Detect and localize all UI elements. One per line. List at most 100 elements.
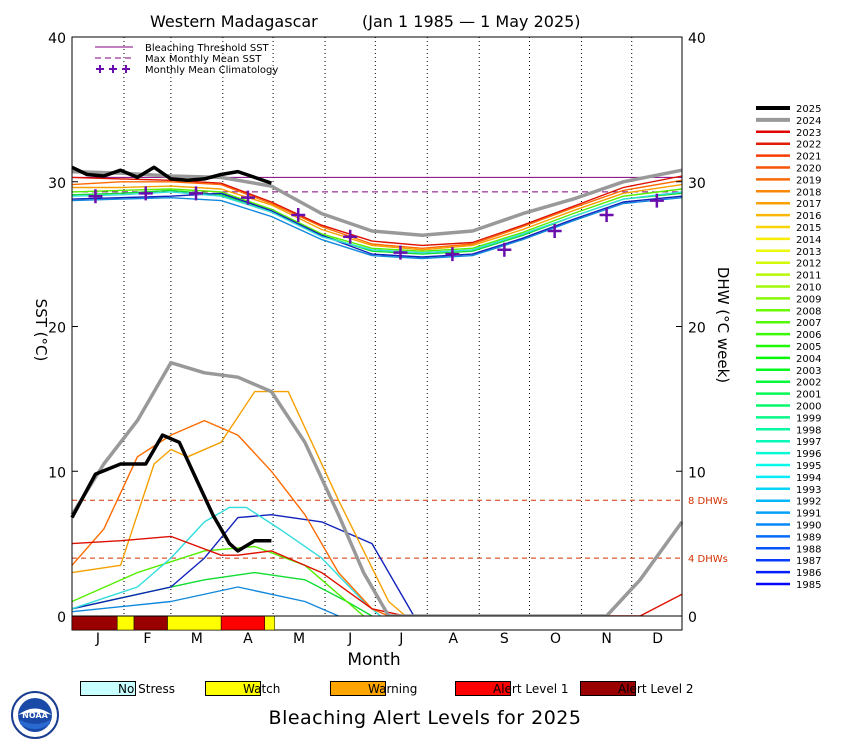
climatology-marker [88, 189, 103, 204]
year-legend-label: 2008 [796, 306, 821, 317]
year-legend-label: 2007 [796, 318, 821, 329]
dhw-line-2019 [71, 419, 389, 617]
y-tick-label-left: 10 [48, 465, 66, 481]
sst-line-2024 [71, 168, 683, 238]
reference-lines: 8 DHWs 4 DHWs [72, 176, 728, 565]
x-axis-label: Month [347, 650, 400, 670]
year-legend-label: 2023 [796, 128, 821, 139]
svg-text:NOAA: NOAA [22, 711, 48, 720]
climatology-marker [599, 208, 614, 223]
dhw-line-2023 [71, 535, 683, 617]
alert-bar-segment [116, 615, 135, 631]
year-legend-label: 1988 [796, 544, 821, 555]
year-legend-label: 2010 [796, 283, 821, 294]
climatology-marker [649, 193, 664, 208]
alert-label-no-stress: No Stress [118, 682, 176, 696]
year-legend-label: 2000 [796, 402, 821, 413]
alert-swatch-alert-1 [455, 681, 511, 696]
year-legend-label: 2009 [796, 294, 821, 305]
climatology-marker [291, 208, 306, 223]
month-label: M [293, 631, 305, 647]
climatology-marker [343, 229, 358, 244]
alert-label-alert-1: Alert Level 1 [493, 682, 569, 696]
legend-plus-marker [96, 65, 104, 73]
year-legend-label: 2011 [796, 271, 821, 282]
month-label: A [448, 631, 458, 647]
year-legend-label: 2025 [796, 104, 821, 115]
year-legend-label: 2001 [796, 390, 821, 401]
year-legend-label: 2005 [796, 342, 821, 353]
legend-plus-marker [109, 65, 117, 73]
top-legend-label: Monthly Mean Climatology [145, 65, 278, 76]
alert-label-alert-2: Alert Level 2 [618, 682, 694, 696]
dhw-line-1998 [71, 506, 381, 617]
top-legend-label: Max Monthly Mean SST [145, 54, 262, 65]
y-right-axis-label: DHW (°C week) [714, 267, 732, 383]
sst-line-1993 [71, 196, 683, 260]
year-legend-label: 2022 [796, 140, 821, 151]
climatology-markers [88, 186, 664, 262]
month-label: N [601, 631, 611, 647]
noaa-logo-icon: NOAA [11, 691, 59, 739]
y-tick-label-right: 10 [688, 465, 706, 481]
dhw-line-2010 [71, 545, 365, 617]
sst-line-1998 [71, 191, 683, 254]
year-legend-label: 1992 [796, 497, 821, 508]
grid-layer [123, 37, 633, 616]
footer-title: Bleaching Alert Levels for 2025 [268, 707, 582, 729]
month-label: J [398, 631, 403, 647]
sst-line-1988 [71, 192, 683, 258]
year-legend-label: 2024 [796, 116, 821, 127]
climatology-marker [240, 190, 255, 205]
year-legend-label: 2004 [796, 354, 821, 365]
top-legend-label: Bleaching Threshold SST [145, 43, 270, 54]
year-legend-label: 2019 [796, 175, 821, 186]
alert-bar-segment [133, 615, 168, 631]
climatology-marker [393, 245, 408, 260]
axis-layer: 0 0 10 10 20 20 30 30 40 40 J F M A M J J A S O N D [48, 31, 706, 647]
climatology-marker [445, 247, 460, 262]
year-legend-label: 1995 [796, 461, 821, 472]
year-legend-label: 2021 [796, 152, 821, 163]
alert-bar [71, 615, 683, 631]
alert-label-watch: Watch [243, 682, 281, 696]
month-label: M [191, 631, 203, 647]
dhw-line-2025 [70, 433, 272, 553]
year-legend-label: 2016 [796, 211, 821, 222]
sst-line-2010 [71, 188, 683, 252]
alert-bar-segment [220, 615, 265, 631]
year-legend-label: 2014 [796, 235, 821, 246]
alert-bar-segment [264, 615, 276, 631]
month-label: O [550, 631, 561, 647]
year-legend-label: 1989 [796, 532, 821, 543]
y-tick-label-right: 0 [688, 610, 697, 626]
chart-title-region: Western Madagascar [150, 12, 318, 31]
year-legend-label: 1993 [796, 485, 821, 496]
climatology-marker [547, 223, 562, 238]
year-legend-label: 1996 [796, 449, 821, 460]
month-label: J [95, 631, 100, 647]
year-legend-label: 1998 [796, 425, 821, 436]
dhw-reference-label: 8 DHWs [688, 496, 728, 507]
year-legend-label: 2003 [796, 366, 821, 377]
alert-label-warning: Warning [368, 682, 418, 696]
year-legend-label: 2013 [796, 247, 821, 258]
year-legend-label: 1990 [796, 521, 821, 532]
month-label: S [500, 631, 509, 647]
plot-frame [71, 36, 683, 617]
month-label: F [143, 631, 151, 647]
year-legend-label: 2012 [796, 259, 821, 270]
sst-line-2019 [71, 179, 683, 250]
dhw-line-2017 [71, 390, 406, 617]
legend-plus-marker [122, 65, 130, 73]
year-legend-label: 2018 [796, 187, 821, 198]
month-label: J [347, 631, 352, 647]
alert-swatch-no-stress [80, 681, 136, 696]
y-tick-label-left: 30 [48, 176, 66, 192]
year-legend-label: 1985 [796, 580, 821, 591]
year-legend-label: 1987 [796, 556, 821, 567]
climatology-marker [497, 242, 512, 257]
y-tick-label-right: 30 [688, 176, 706, 192]
dhw-reference-label: 4 DHWs [688, 554, 728, 565]
